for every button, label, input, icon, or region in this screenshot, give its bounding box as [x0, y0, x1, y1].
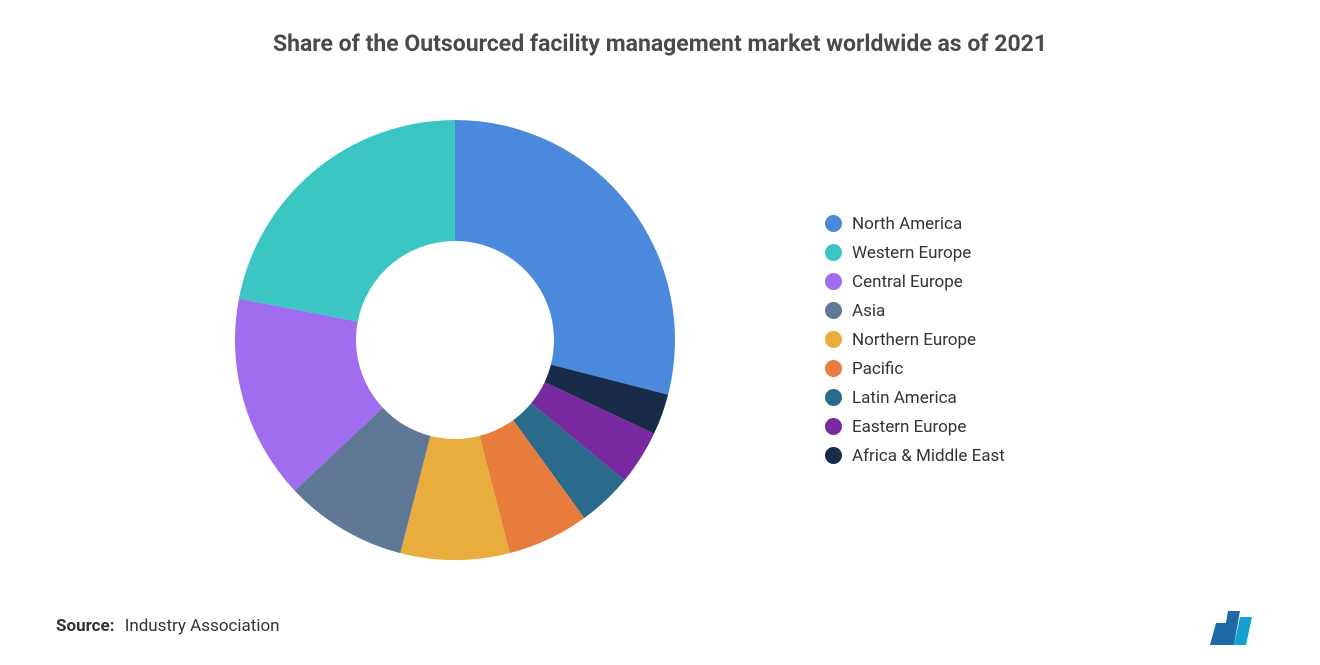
legend-item: Asia: [825, 301, 1085, 321]
legend: North America Western Europe Central Europ…: [825, 214, 1085, 466]
donut-slice: [239, 120, 455, 321]
legend-label: North America: [852, 214, 962, 234]
legend-swatch: [825, 331, 842, 348]
legend-swatch: [825, 418, 842, 435]
legend-label: Central Europe: [852, 272, 963, 292]
legend-label: Eastern Europe: [852, 417, 966, 437]
legend-swatch: [825, 244, 842, 261]
source-prefix: Source:: [56, 616, 114, 636]
legend-label: Africa & Middle East: [852, 446, 1005, 466]
donut-slice: [455, 120, 675, 395]
legend-label: Northern Europe: [852, 330, 976, 350]
source-text: Industry Association: [125, 616, 280, 636]
chart-container: Share of the Outsourced facility managem…: [0, 0, 1320, 665]
legend-item: Africa & Middle East: [825, 446, 1085, 466]
legend-item: Eastern Europe: [825, 417, 1085, 437]
legend-label: Asia: [852, 301, 885, 321]
legend-label: Western Europe: [852, 243, 971, 263]
source-line: Source: Industry Association: [56, 616, 280, 636]
legend-swatch: [825, 447, 842, 464]
legend-item: Northern Europe: [825, 330, 1085, 350]
legend-swatch: [825, 215, 842, 232]
legend-swatch: [825, 302, 842, 319]
donut-chart: [235, 120, 675, 560]
footer: Source: Industry Association: [50, 607, 1270, 645]
legend-swatch: [825, 389, 842, 406]
legend-label: Pacific: [852, 359, 903, 379]
chart-title: Share of the Outsourced facility managem…: [50, 30, 1270, 57]
legend-item: Pacific: [825, 359, 1085, 379]
legend-item: Western Europe: [825, 243, 1085, 263]
brand-logo: [1210, 607, 1264, 645]
legend-swatch: [825, 273, 842, 290]
legend-label: Latin America: [852, 388, 957, 408]
legend-item: North America: [825, 214, 1085, 234]
legend-swatch: [825, 360, 842, 377]
legend-item: Latin America: [825, 388, 1085, 408]
chart-body: North America Western Europe Central Europ…: [50, 82, 1270, 597]
legend-item: Central Europe: [825, 272, 1085, 292]
